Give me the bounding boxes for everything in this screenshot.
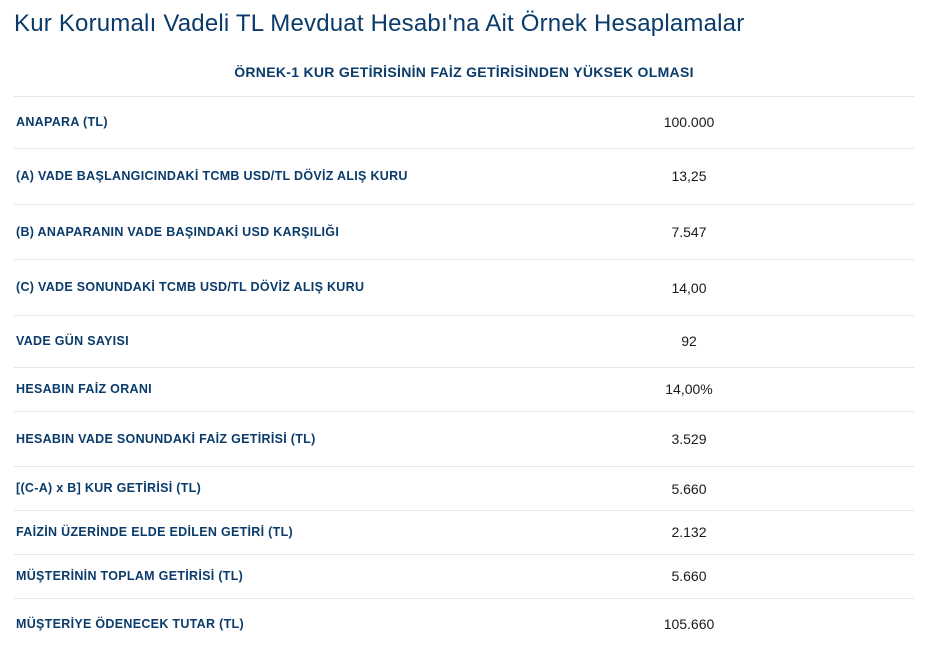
row-label: FAİZİN ÜZERİNDE ELDE EDİLEN GETİRİ (TL) [14,511,464,555]
table-body: ANAPARA (TL) 100.000 (A) VADE BAŞLANGICI… [14,97,914,650]
table-row: ANAPARA (TL) 100.000 [14,97,914,149]
table-header-row: ÖRNEK-1 KUR GETİRİSİNİN FAİZ GETİRİSİNDE… [14,54,914,97]
row-label: MÜŞTERİNİN TOPLAM GETİRİSİ (TL) [14,554,464,598]
row-value: 5.660 [464,554,914,598]
table-row: (C) VADE SONUNDAKİ TCMB USD/TL DÖVİZ ALI… [14,260,914,316]
row-label: HESABIN FAİZ ORANI [14,367,464,411]
table-header: ÖRNEK-1 KUR GETİRİSİNİN FAİZ GETİRİSİNDE… [14,54,914,97]
row-label: (A) VADE BAŞLANGICINDAKİ TCMB USD/TL DÖV… [14,148,464,204]
table-row: VADE GÜN SAYISI 92 [14,316,914,368]
table-row: MÜŞTERİNİN TOPLAM GETİRİSİ (TL) 5.660 [14,554,914,598]
table-row: (A) VADE BAŞLANGICINDAKİ TCMB USD/TL DÖV… [14,148,914,204]
table-row: (B) ANAPARANIN VADE BAŞINDAKİ USD KARŞIL… [14,204,914,260]
table-row: FAİZİN ÜZERİNDE ELDE EDİLEN GETİRİ (TL) … [14,511,914,555]
row-value: 92 [464,316,914,368]
table-row: [(C-A) x B] KUR GETİRİSİ (TL) 5.660 [14,467,914,511]
calculation-table-wrap: ÖRNEK-1 KUR GETİRİSİNİN FAİZ GETİRİSİNDE… [0,54,928,649]
row-value: 7.547 [464,204,914,260]
table-row: MÜŞTERİYE ÖDENECEK TUTAR (TL) 105.660 [14,598,914,649]
row-label: (C) VADE SONUNDAKİ TCMB USD/TL DÖVİZ ALI… [14,260,464,316]
row-label: ANAPARA (TL) [14,97,464,149]
row-value: 5.660 [464,467,914,511]
row-value: 13,25 [464,148,914,204]
table-row: HESABIN FAİZ ORANI 14,00% [14,367,914,411]
row-label: (B) ANAPARANIN VADE BAŞINDAKİ USD KARŞIL… [14,204,464,260]
row-label: VADE GÜN SAYISI [14,316,464,368]
row-value: 100.000 [464,97,914,149]
row-label: [(C-A) x B] KUR GETİRİSİ (TL) [14,467,464,511]
row-label: MÜŞTERİYE ÖDENECEK TUTAR (TL) [14,598,464,649]
page-title: Kur Korumalı Vadeli TL Mevduat Hesabı'na… [0,0,928,54]
table-row: HESABIN VADE SONUNDAKİ FAİZ GETİRİSİ (TL… [14,411,914,467]
row-value: 3.529 [464,411,914,467]
row-value: 105.660 [464,598,914,649]
row-label: HESABIN VADE SONUNDAKİ FAİZ GETİRİSİ (TL… [14,411,464,467]
row-value: 2.132 [464,511,914,555]
row-value: 14,00% [464,367,914,411]
row-value: 14,00 [464,260,914,316]
calculation-table: ÖRNEK-1 KUR GETİRİSİNİN FAİZ GETİRİSİNDE… [14,54,914,649]
